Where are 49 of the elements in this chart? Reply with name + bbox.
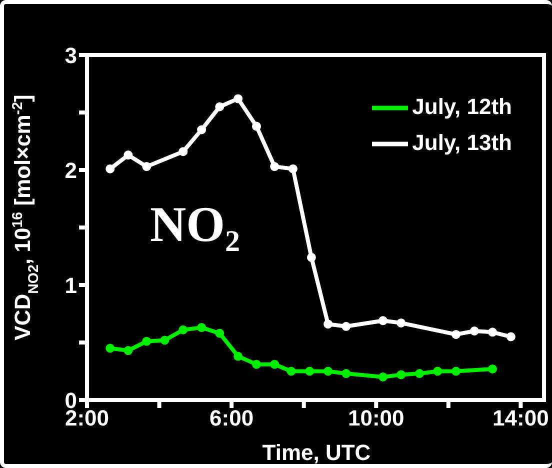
x-tick-label: 6:00 xyxy=(210,406,254,431)
point xyxy=(270,162,280,172)
x-axis-title: Time, UTC xyxy=(262,440,371,465)
point xyxy=(378,316,388,326)
point xyxy=(452,330,461,339)
point xyxy=(288,164,298,174)
point xyxy=(488,328,498,337)
point xyxy=(433,366,442,376)
point xyxy=(252,360,262,369)
y-tick-label: 3 xyxy=(64,42,77,68)
point xyxy=(124,150,133,160)
point xyxy=(415,369,424,378)
point xyxy=(215,328,224,338)
annotation: NO₂ xyxy=(150,195,240,253)
legend-label: July, 13th xyxy=(412,130,512,156)
point xyxy=(270,360,280,369)
point xyxy=(342,369,351,378)
point xyxy=(178,325,188,334)
point xyxy=(215,102,224,112)
point xyxy=(234,94,243,104)
point xyxy=(106,344,115,353)
point xyxy=(142,162,152,172)
point xyxy=(324,320,333,329)
point xyxy=(324,366,333,376)
point xyxy=(234,352,243,361)
x-tick-label: 14:00 xyxy=(492,406,549,431)
legend-label: July, 12th xyxy=(412,94,512,119)
point xyxy=(178,147,188,156)
point xyxy=(452,366,461,376)
point xyxy=(142,336,152,346)
point xyxy=(106,164,115,174)
point xyxy=(197,323,206,332)
point xyxy=(378,372,388,382)
point xyxy=(470,326,479,336)
point xyxy=(197,125,206,134)
point xyxy=(396,370,406,380)
point xyxy=(305,366,314,376)
y-tick-label: 2 xyxy=(64,158,77,183)
point xyxy=(506,332,516,342)
point xyxy=(160,336,170,345)
point xyxy=(342,322,351,331)
point xyxy=(396,318,406,328)
point xyxy=(286,366,296,376)
x-tick-label: 10:00 xyxy=(348,406,404,431)
y-tick-label: 1 xyxy=(64,272,77,298)
point xyxy=(252,122,262,131)
point xyxy=(306,252,316,262)
point xyxy=(124,346,133,356)
point xyxy=(488,364,498,374)
